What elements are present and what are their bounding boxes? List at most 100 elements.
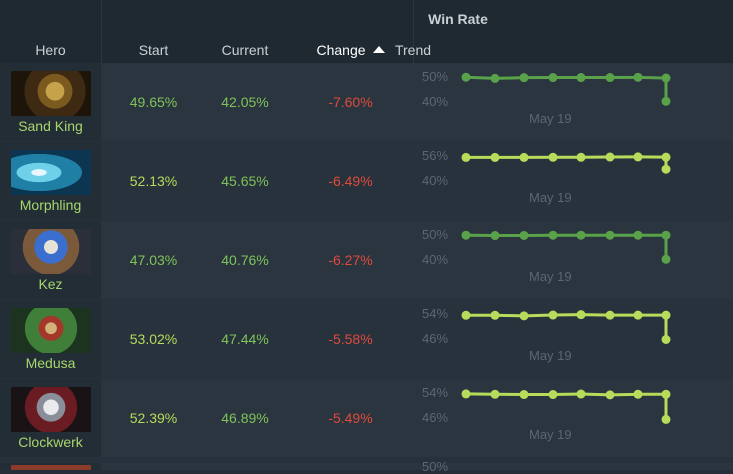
sort-ascending-icon — [372, 46, 385, 53]
hero-cell: Kez — [0, 221, 101, 299]
trend-y-bottom-label: 46% — [422, 331, 449, 346]
trend-point — [519, 311, 529, 321]
trend-point — [519, 390, 529, 400]
start-winrate: 52.39% — [129, 410, 178, 426]
trend-point — [548, 230, 558, 240]
trend-point — [548, 152, 558, 162]
winrate-change: -6.27% — [328, 252, 373, 268]
sand-king-portrait[interactable] — [11, 71, 91, 116]
hero-name[interactable]: Sand King — [18, 118, 83, 134]
trend-x-label: May 19 — [529, 190, 572, 205]
trend-point — [661, 96, 671, 106]
start-winrate: 53.02% — [129, 331, 178, 347]
trend-y-top-label: 50% — [422, 69, 449, 84]
trend-chart — [461, 152, 671, 174]
column-header-trend[interactable]: Trend — [395, 42, 733, 58]
trend-point — [576, 73, 586, 83]
trend-chart — [461, 72, 671, 106]
trend-sparkline[interactable]: 50% 40% May 19 — [413, 63, 733, 141]
clockwerk-portrait[interactable] — [11, 387, 91, 432]
trend-x-label: May 19 — [529, 427, 572, 442]
trend-point — [490, 231, 500, 241]
table-row[interactable]: Medusa 53.02% 47.44% -5.58% 54% 46% May … — [0, 300, 733, 378]
winrate-change: -6.49% — [328, 173, 373, 189]
winrate-change: -5.49% — [328, 410, 373, 426]
start-winrate: 47.03% — [129, 252, 178, 268]
trend-point — [576, 152, 586, 162]
column-separator — [101, 0, 102, 38]
column-header-hero[interactable]: Hero — [35, 42, 66, 58]
winrate-change: -7.60% — [328, 94, 373, 110]
trend-point — [490, 389, 500, 399]
trend-point — [633, 230, 643, 240]
trend-point — [633, 389, 643, 399]
trend-point — [661, 73, 671, 83]
hero-name[interactable]: Clockwerk — [18, 434, 83, 450]
current-winrate: 46.89% — [221, 410, 269, 426]
trend-point — [576, 310, 586, 320]
next-table-row[interactable]: 50% — [0, 459, 733, 474]
trend-point — [633, 310, 643, 320]
trend-chart — [461, 389, 671, 424]
table-row[interactable]: Sand King 49.65% 42.05% -7.60% 50% 40% M… — [0, 63, 733, 141]
trend-y-top-label: 54% — [422, 306, 449, 321]
kez-portrait[interactable] — [11, 229, 91, 274]
trend-point — [576, 230, 586, 240]
trend-point — [490, 152, 500, 162]
hero-cell — [0, 463, 101, 470]
column-separator — [413, 38, 414, 63]
trend-point — [661, 254, 671, 264]
trend-x-label: May 19 — [529, 348, 572, 363]
current-winrate: 40.76% — [221, 252, 269, 268]
trend-point — [576, 389, 586, 399]
hero-name[interactable]: Kez — [38, 276, 63, 292]
column-header-trend-label: Trend — [394, 42, 432, 58]
trend-point — [461, 310, 471, 320]
trend-sparkline[interactable]: 54% 46% May 19 — [413, 300, 733, 378]
hero-name[interactable]: Medusa — [25, 355, 76, 371]
trend-y-top-label: 50% — [422, 227, 449, 242]
trend-sparkline[interactable]: 50% 40% May 19 — [413, 221, 733, 299]
trend-y-bottom-label: 40% — [422, 173, 449, 188]
column-header-change[interactable]: Change — [298, 42, 403, 58]
trend-x-label: May 19 — [529, 269, 572, 284]
table-row[interactable]: Morphling 52.13% 45.65% -6.49% 56% 40% M… — [0, 142, 733, 220]
column-header-current[interactable]: Current — [221, 42, 269, 58]
trend-point — [461, 389, 471, 399]
trend-point — [661, 164, 671, 174]
trend-point — [605, 152, 615, 162]
table-row[interactable]: Clockwerk 52.39% 46.89% -5.49% 54% 46% M… — [0, 379, 733, 457]
column-separator — [413, 0, 414, 38]
hero-name[interactable]: Morphling — [19, 197, 82, 213]
trend-sparkline[interactable]: 54% 46% May 19 — [413, 379, 733, 457]
trend-point — [605, 230, 615, 240]
column-separator — [101, 38, 102, 63]
column-header-start[interactable]: Start — [138, 42, 169, 58]
hero-cell: Sand King — [0, 63, 101, 141]
trend-point — [661, 389, 671, 399]
trend-point — [461, 152, 471, 162]
trend-point — [605, 310, 615, 320]
trend-sparkline[interactable]: 56% 40% May 19 — [413, 142, 733, 220]
trend-chart — [461, 310, 671, 344]
morphling-portrait[interactable] — [11, 150, 91, 195]
trend-point — [519, 152, 529, 162]
winrate-change: -5.58% — [328, 331, 373, 347]
trend-point — [661, 310, 671, 320]
trend-y-bottom-label: 40% — [422, 252, 449, 267]
hero-cell: Medusa — [0, 300, 101, 378]
trend-point — [548, 390, 558, 400]
trend-point — [661, 230, 671, 240]
trend-point — [605, 73, 615, 83]
trend-point — [519, 230, 529, 240]
hero-portrait — [11, 465, 91, 470]
current-winrate: 47.44% — [221, 331, 269, 347]
trend-point — [548, 310, 558, 320]
trend-point — [633, 72, 643, 82]
current-winrate: 42.05% — [221, 94, 269, 110]
trend-point — [461, 72, 471, 82]
medusa-portrait[interactable] — [11, 308, 91, 353]
trend-point — [661, 414, 671, 424]
table-row[interactable]: Kez 47.03% 40.76% -6.27% 50% 40% May 19 — [0, 221, 733, 299]
